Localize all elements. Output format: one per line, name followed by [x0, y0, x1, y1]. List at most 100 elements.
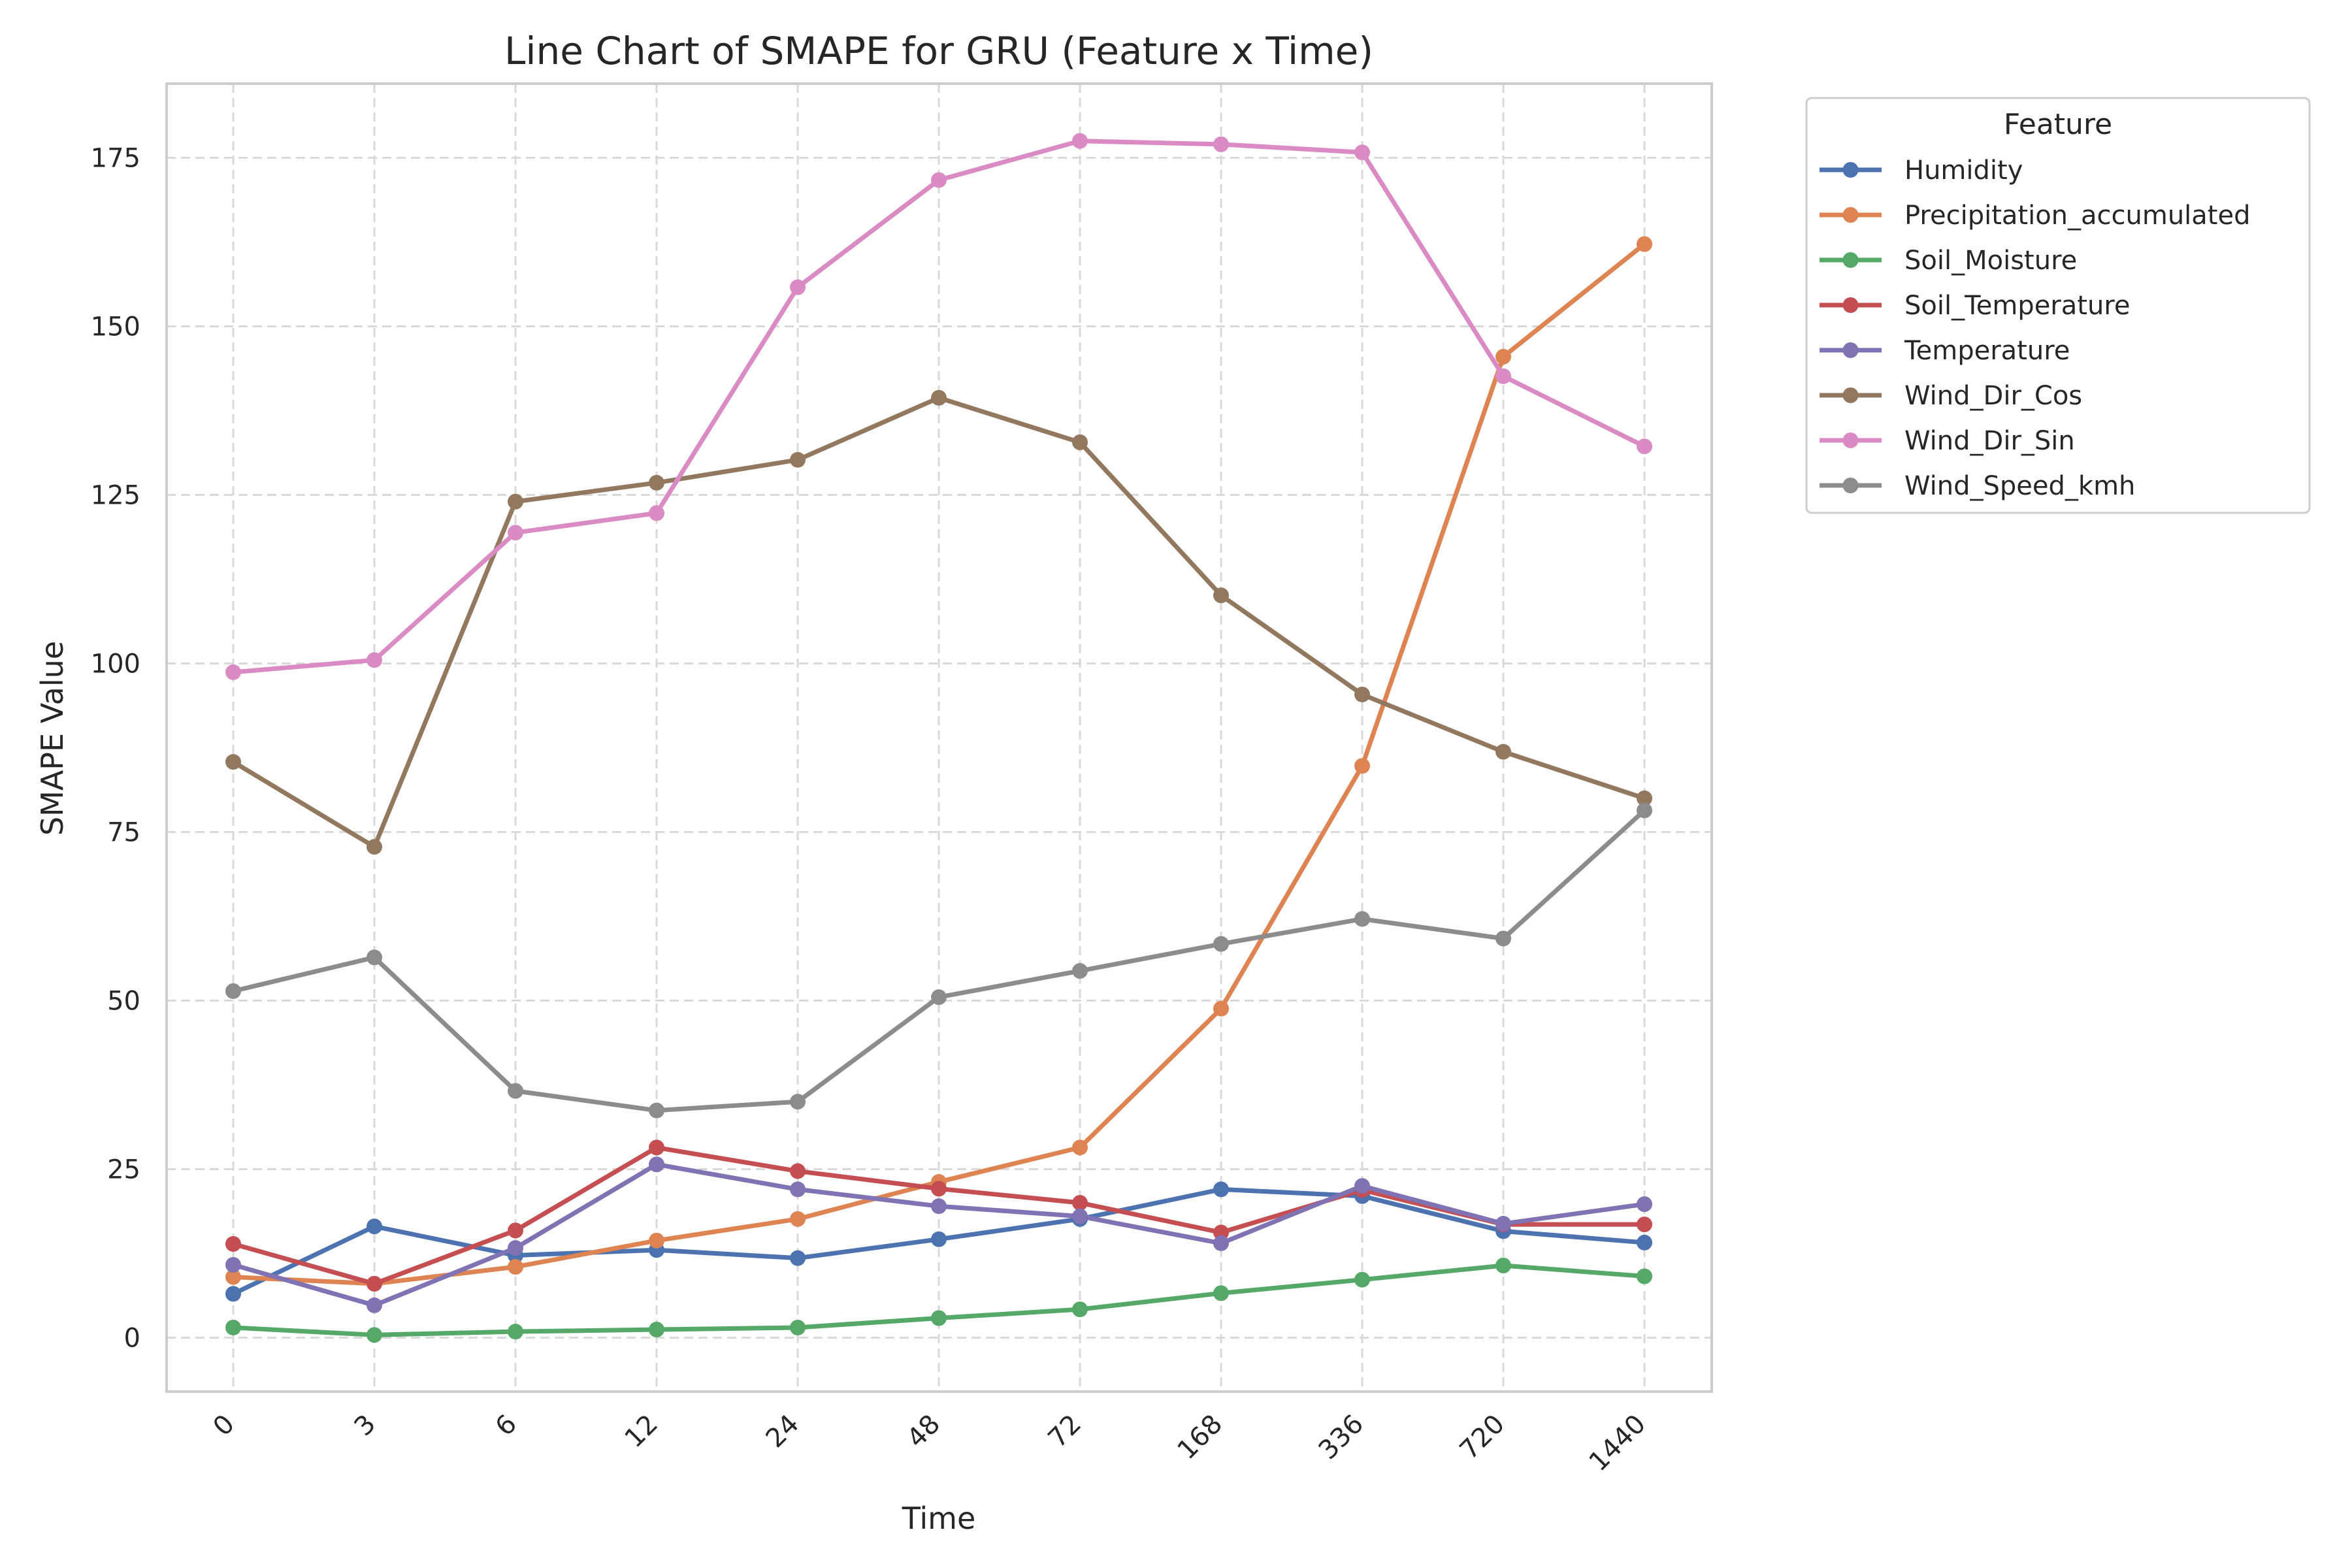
y-tick-label: 150	[91, 312, 140, 342]
x-tick-label: 336	[1313, 1409, 1370, 1466]
data-point-wind-speed-kmh	[225, 983, 241, 1000]
legend-label: Humidity	[1904, 155, 2023, 186]
legend-marker	[1842, 342, 1859, 358]
y-tick-label: 75	[107, 817, 140, 847]
chart-title: Line Chart of SMAPE for GRU (Feature x T…	[504, 29, 1373, 73]
data-point-wind-speed-kmh	[1495, 930, 1511, 947]
data-point-humidity	[367, 1218, 382, 1235]
legend-item-soil-moisture: Soil_Moisture	[1820, 246, 2077, 276]
data-point-soil-temperature	[225, 1236, 241, 1252]
data-point-wind-dir-cos	[1354, 686, 1370, 702]
data-point-precipitation-accumulated	[649, 1232, 664, 1249]
data-point-temperature	[1495, 1216, 1511, 1232]
data-point-temperature	[1213, 1235, 1229, 1251]
data-point-soil-moisture	[931, 1310, 947, 1326]
data-point-wind-dir-sin	[1637, 438, 1652, 455]
data-point-soil-temperature	[931, 1181, 947, 1197]
data-point-soil-moisture	[1495, 1258, 1511, 1274]
legend-label: Wind_Dir_Cos	[1904, 381, 2082, 411]
data-point-precipitation-accumulated	[1354, 758, 1370, 774]
data-point-wind-dir-sin	[508, 525, 523, 541]
legend-marker	[1842, 297, 1859, 313]
legend-item-precipitation-accumulated: Precipitation_accumulated	[1820, 201, 2251, 231]
series-wind-dir-sin	[225, 133, 1652, 680]
data-point-humidity	[1637, 1234, 1652, 1250]
legend-label: Temperature	[1904, 336, 2070, 366]
data-point-temperature	[1637, 1196, 1652, 1213]
data-point-soil-temperature	[790, 1163, 806, 1179]
y-tick-label: 25	[107, 1154, 140, 1184]
y-tick-label: 125	[91, 480, 140, 510]
data-point-wind-dir-cos	[508, 493, 523, 510]
data-point-soil-moisture	[1637, 1268, 1652, 1284]
legend-box	[1805, 97, 2311, 514]
data-point-wind-speed-kmh	[931, 989, 947, 1005]
data-point-wind-speed-kmh	[1072, 963, 1088, 979]
data-point-wind-dir-sin	[931, 172, 947, 188]
legend-label: Precipitation_accumulated	[1904, 201, 2251, 231]
data-point-soil-temperature	[649, 1139, 664, 1156]
legend-title: Feature	[2004, 108, 2112, 141]
data-point-soil-moisture	[508, 1324, 523, 1340]
x-tick-label: 168	[1172, 1409, 1229, 1466]
data-point-humidity	[225, 1286, 241, 1302]
legend-item-temperature: Temperature	[1820, 336, 2070, 366]
data-point-wind-dir-cos	[1637, 790, 1652, 806]
legend-label: Wind_Dir_Sin	[1904, 426, 2075, 456]
data-point-wind-dir-sin	[1354, 144, 1370, 161]
data-point-wind-dir-cos	[931, 389, 947, 406]
data-point-wind-dir-cos	[1495, 743, 1511, 760]
grid-lines	[167, 84, 1712, 1392]
x-tick-label: 12	[619, 1409, 664, 1454]
legend-marker	[1842, 207, 1859, 223]
data-point-soil-temperature	[1637, 1217, 1652, 1233]
legend-item-soil-temperature: Soil_Temperature	[1820, 291, 2130, 321]
data-point-wind-dir-sin	[1213, 136, 1229, 152]
y-tick-label: 175	[91, 144, 140, 174]
x-tick-label: 3	[349, 1409, 382, 1443]
legend-items: Humidity Precipitation_accumulated Soil_Mo…	[1820, 155, 2251, 501]
series-temperature	[225, 1156, 1652, 1313]
data-point-temperature	[1354, 1178, 1370, 1194]
data-point-soil-moisture	[1072, 1301, 1088, 1318]
data-point-precipitation-accumulated	[508, 1259, 523, 1275]
data-point-temperature	[508, 1240, 523, 1256]
y-tick-label: 100	[91, 649, 140, 679]
data-point-wind-dir-sin	[367, 652, 382, 668]
series-wind-speed-kmh	[225, 802, 1652, 1119]
x-tick-label: 48	[902, 1409, 947, 1454]
data-point-wind-speed-kmh	[1213, 936, 1229, 952]
data-point-wind-speed-kmh	[790, 1094, 806, 1110]
x-tick-labels: 0 3 6 12 24 48 72 168 336 720 1440	[208, 1409, 1652, 1478]
legend-marker	[1842, 478, 1859, 493]
x-axis-label: Time	[902, 1501, 976, 1536]
data-point-temperature	[790, 1181, 806, 1198]
y-tick-label: 0	[124, 1323, 140, 1353]
series-wind-dir-cos	[225, 389, 1652, 855]
data-point-soil-moisture	[1354, 1271, 1370, 1288]
axes-border	[165, 82, 1713, 1393]
legend-marker	[1842, 387, 1859, 403]
legend-item-wind-dir-cos: Wind_Dir_Cos	[1820, 381, 2082, 411]
data-point-wind-speed-kmh	[1354, 911, 1370, 927]
data-point-wind-dir-sin	[790, 279, 806, 295]
data-point-temperature	[1072, 1208, 1088, 1224]
legend-label: Soil_Moisture	[1904, 246, 2077, 276]
data-point-soil-moisture	[649, 1322, 664, 1338]
data-point-precipitation-accumulated	[1495, 348, 1511, 365]
data-point-soil-temperature	[367, 1275, 382, 1292]
data-point-precipitation-accumulated	[1637, 236, 1652, 252]
x-tick-label: 0	[208, 1409, 241, 1443]
x-tick-label: 1440	[1584, 1409, 1652, 1478]
legend-item-wind-dir-sin: Wind_Dir_Sin	[1820, 426, 2075, 456]
legend-label: Soil_Temperature	[1904, 291, 2130, 321]
data-point-wind-dir-sin	[225, 664, 241, 680]
data-point-soil-temperature	[508, 1222, 523, 1239]
data-point-wind-dir-sin	[1072, 133, 1088, 149]
x-tick-label: 720	[1454, 1409, 1511, 1466]
legend-item-humidity: Humidity	[1820, 155, 2023, 186]
data-point-temperature	[225, 1256, 241, 1273]
legend: Feature Humidity Precipitation_accumulate…	[1805, 97, 2311, 514]
